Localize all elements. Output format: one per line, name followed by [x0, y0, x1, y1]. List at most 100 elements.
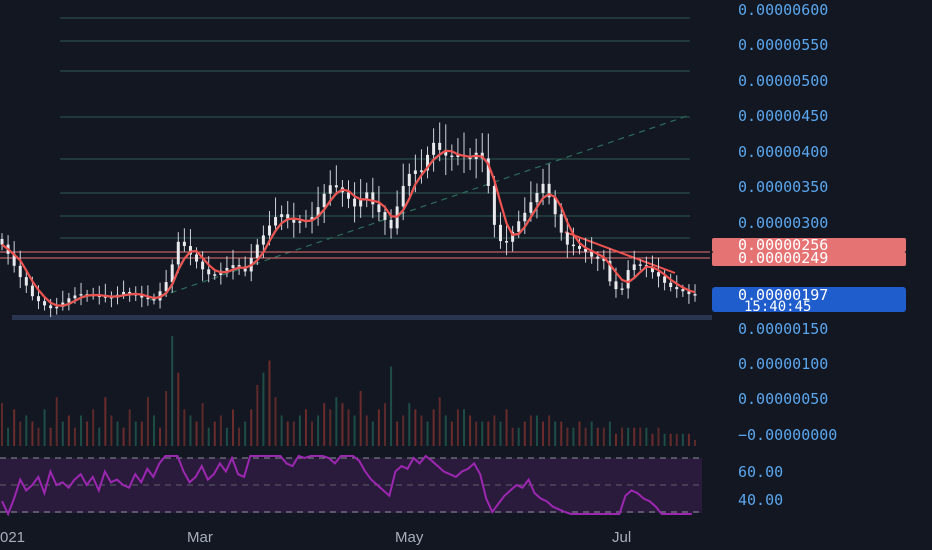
volume-bar [499, 421, 502, 446]
candle-body [517, 221, 521, 232]
volume-bar [396, 421, 399, 446]
candle-body [419, 170, 423, 172]
volume-bar [469, 415, 472, 446]
volume-bar [207, 427, 210, 446]
candle-body [523, 212, 527, 222]
candle-body [146, 297, 150, 300]
candle-body [505, 241, 509, 243]
price-tag-lower-red: 0.00000249 [738, 249, 828, 267]
candle-body [675, 287, 679, 290]
candle-body [188, 246, 192, 255]
volume-bar [43, 409, 46, 446]
volume-bar [450, 421, 453, 446]
candle-body [541, 183, 545, 194]
candle-body [426, 154, 430, 171]
volume-bar [122, 427, 125, 446]
candle-body [584, 248, 588, 252]
volume-bar [225, 427, 228, 446]
volume-bar [104, 397, 107, 446]
candle-body [182, 241, 186, 247]
candle-body [529, 202, 533, 213]
candle-body [0, 238, 4, 245]
price-axis-label: 0.00000550 [738, 36, 828, 54]
volume-bar [511, 427, 514, 446]
candle-body [657, 272, 661, 277]
candle-body [207, 269, 211, 275]
volume-bar [67, 415, 70, 446]
volume-bar [19, 421, 22, 446]
volume-bar [49, 427, 52, 446]
candle-body [213, 274, 217, 276]
volume-bar [213, 421, 216, 446]
candle-body [559, 214, 563, 233]
volume-bar [669, 433, 672, 446]
volume-bar [438, 397, 441, 446]
time-axis-label: 021 [0, 529, 25, 546]
candle-body [176, 241, 180, 265]
candle-body [681, 289, 685, 292]
volume-bar [31, 421, 34, 446]
candle-body [225, 267, 229, 271]
volume-bar [432, 409, 435, 446]
candle-body [49, 305, 53, 309]
volume-bar [548, 415, 551, 446]
volume-bar [134, 421, 137, 446]
candle-body [432, 142, 436, 155]
candle-body [97, 295, 101, 297]
volume-bar [596, 427, 599, 446]
volume-bar [116, 421, 119, 446]
candle-body [669, 282, 673, 288]
current-price-tag: 0.00000197 [738, 286, 828, 304]
volume-bar [645, 427, 648, 446]
volume-bar [383, 403, 386, 446]
volume-bar [298, 415, 301, 446]
candle-body [663, 276, 667, 283]
candle-body [365, 192, 369, 201]
candle-body [638, 264, 642, 266]
candle-body [267, 225, 271, 236]
time-axis-label: May [395, 529, 424, 546]
volume-bar [280, 415, 283, 446]
volume-bar [353, 415, 356, 446]
candle-body [140, 295, 144, 298]
candle-body [12, 253, 16, 266]
volume-bar [621, 427, 624, 446]
volume-bar [61, 421, 64, 446]
volume-bar [335, 397, 338, 446]
volume-bar [7, 427, 10, 446]
downtrend-line[interactable] [564, 231, 676, 274]
volume-bar [92, 409, 95, 446]
fibonacci-levels[interactable] [60, 17, 690, 239]
price-axis-label: 0.00000150 [738, 320, 828, 338]
candle-body [43, 301, 47, 306]
volume-bar [687, 433, 690, 446]
volume-bar [390, 366, 393, 446]
trendline-dashed[interactable] [149, 114, 691, 301]
candle-body [492, 185, 496, 225]
volume-bar [614, 433, 617, 446]
candle-body [614, 281, 618, 290]
candle-body [438, 142, 442, 150]
volume-bar [377, 409, 380, 446]
volume-bar [189, 415, 192, 446]
candle-body [535, 193, 539, 203]
volume-bar [304, 409, 307, 446]
support-zone[interactable] [12, 315, 712, 320]
volume-bar [159, 427, 162, 446]
candle-body [298, 221, 302, 223]
price-axis-label: 0.00000450 [738, 107, 828, 125]
candle-body [55, 306, 59, 309]
candle-body [413, 170, 417, 174]
volume-bar [578, 421, 581, 446]
rsi-axis-label: 60.00 [738, 463, 783, 481]
volume-bar [195, 421, 198, 446]
candle-body [347, 192, 350, 199]
volume-bar [55, 397, 58, 446]
volume-bar [365, 415, 368, 446]
volume-bar [694, 439, 696, 446]
volume-bar [535, 415, 538, 446]
volume-bar [37, 427, 40, 446]
moving-average-line [1, 149, 696, 307]
candle-body [553, 197, 557, 215]
